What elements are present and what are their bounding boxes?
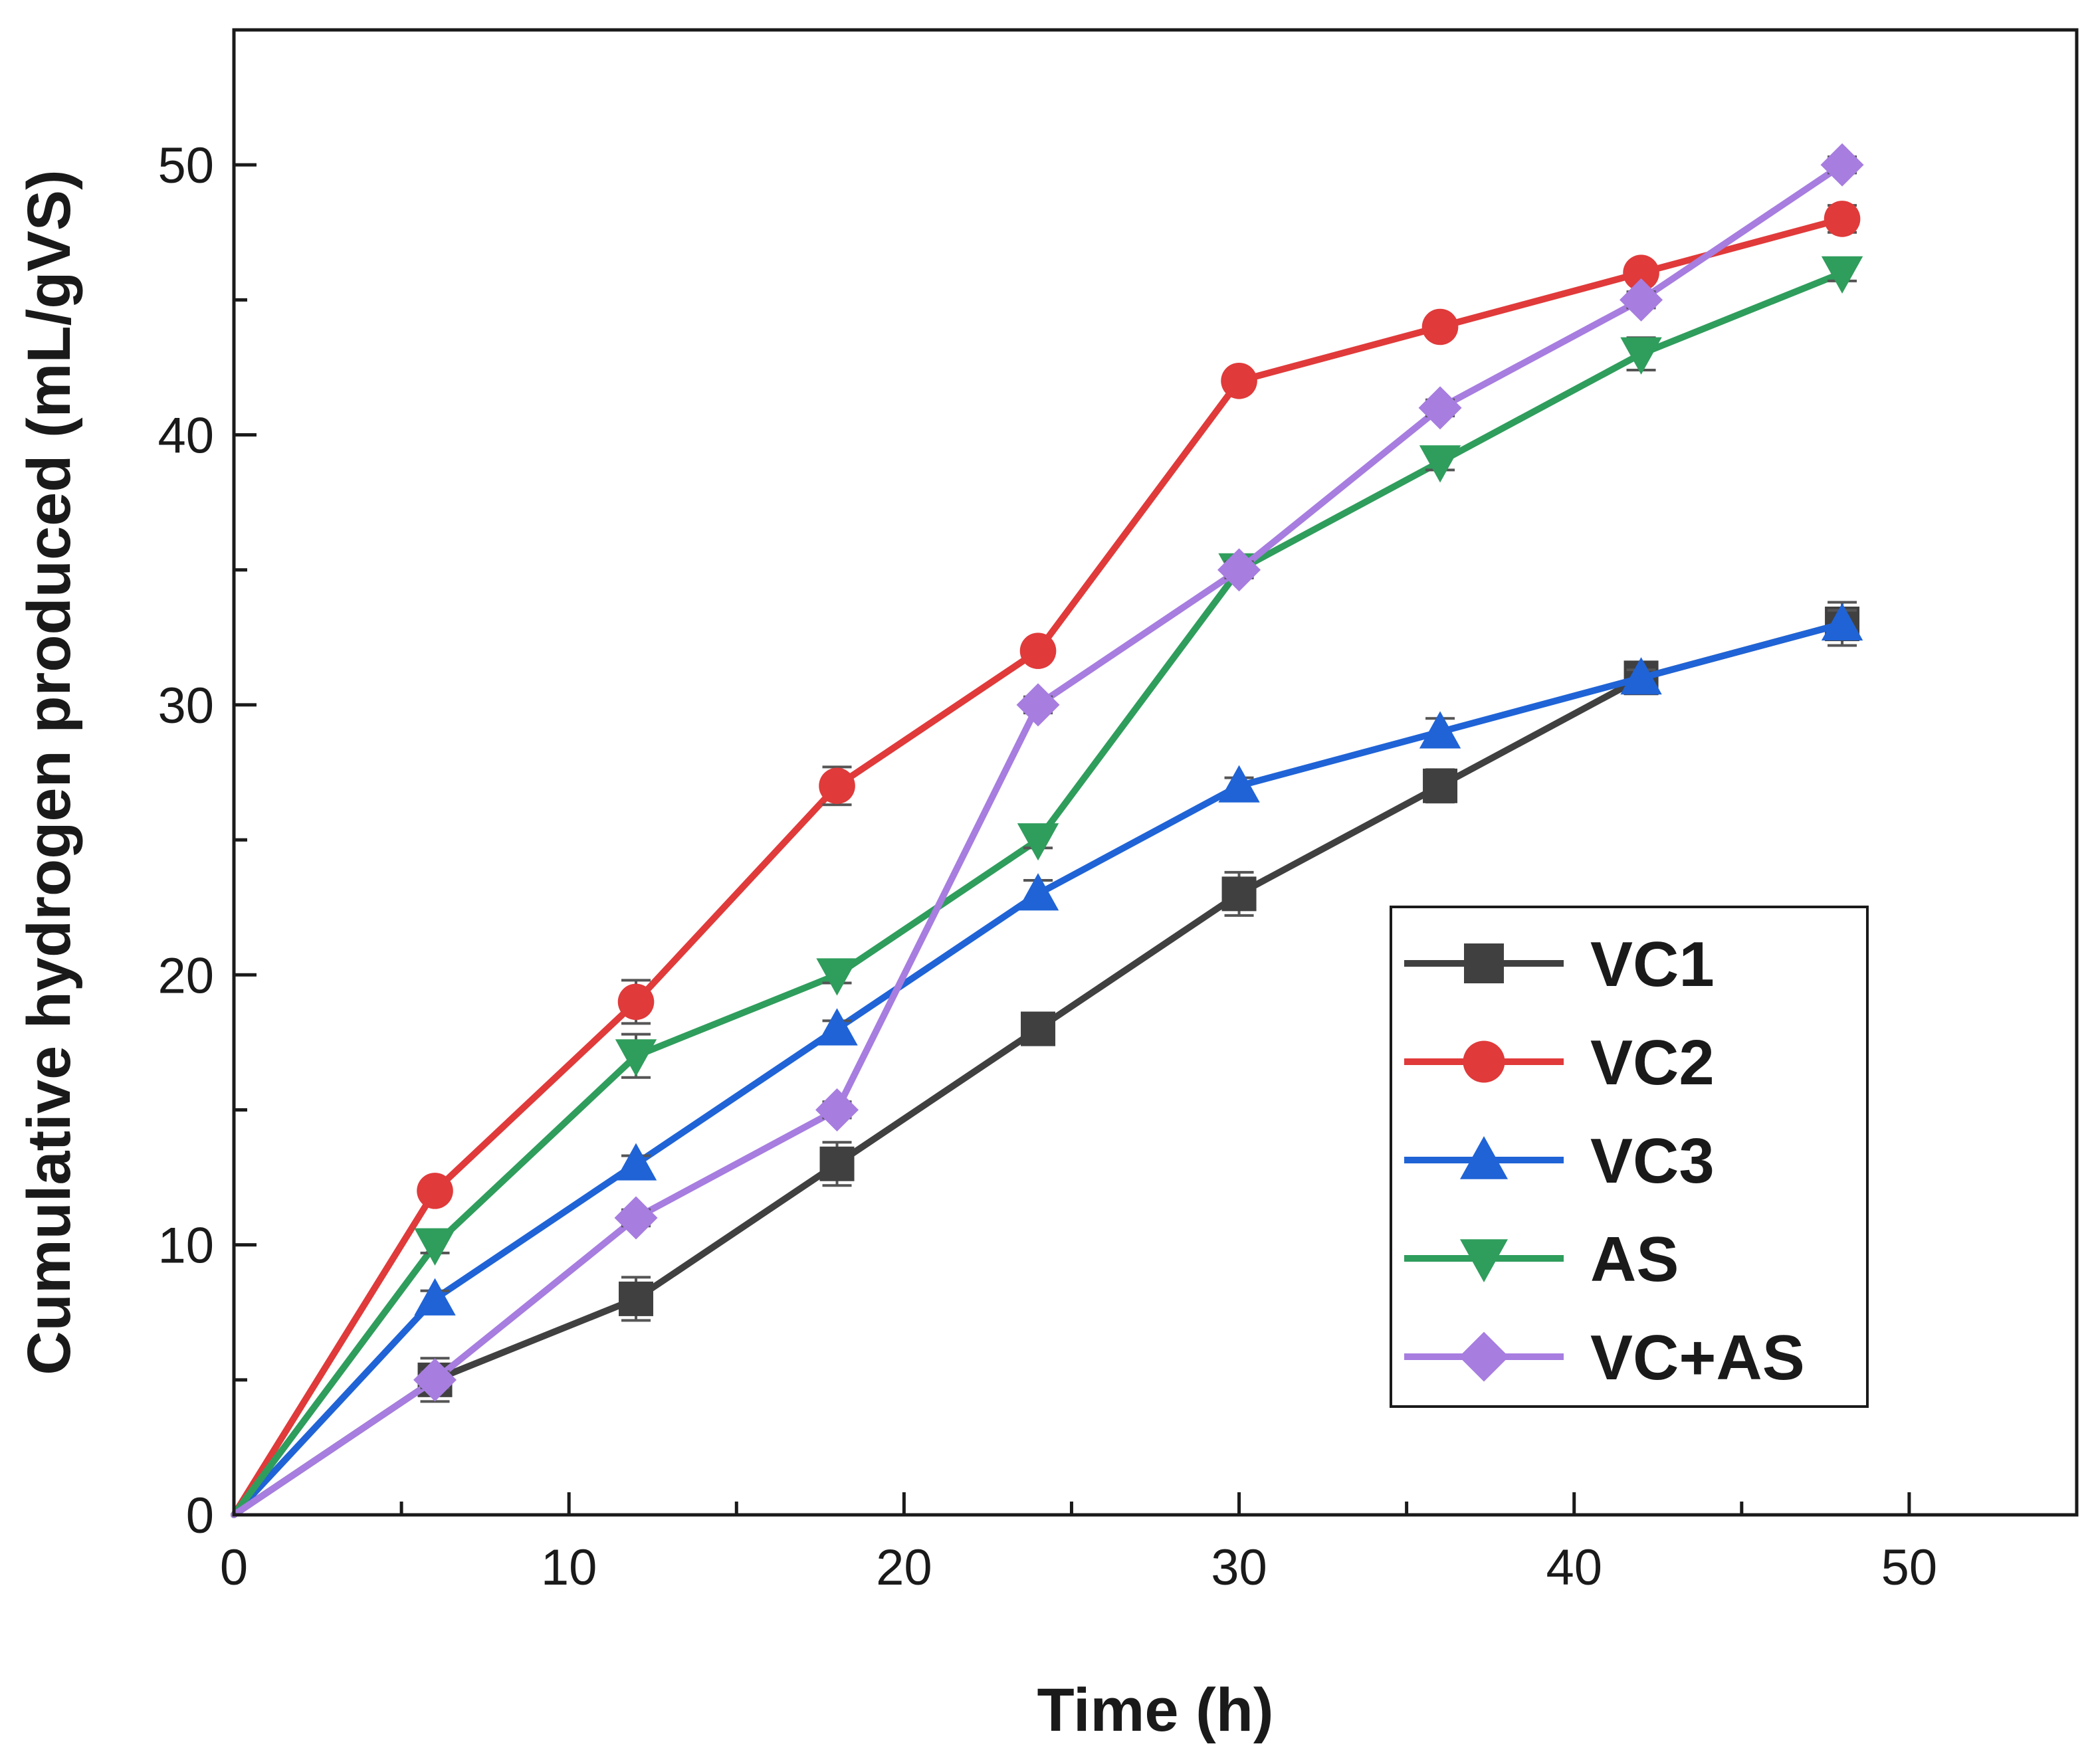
data-point: [1824, 201, 1861, 237]
data-point: [1821, 256, 1863, 294]
x-tick-label: 50: [1881, 1539, 1938, 1596]
data-point: [413, 1358, 457, 1402]
data-point: [414, 1278, 456, 1316]
y-axis: 0 10 20 30 40 50: [157, 28, 257, 1544]
x-tick-label: 10: [541, 1539, 597, 1596]
y-tick-label: 30: [157, 678, 214, 734]
data-point: [1423, 768, 1458, 803]
series-layer: [231, 143, 1864, 1518]
data-point: [1017, 873, 1059, 911]
legend-label: VC3: [1590, 1126, 1715, 1197]
data-point: [1620, 657, 1662, 695]
legend-item: VC1: [1404, 929, 1715, 1000]
y-tick-label: 10: [157, 1218, 214, 1274]
legend-label: AS: [1590, 1224, 1679, 1295]
data-point: [1017, 823, 1059, 861]
data-point: [1620, 278, 1663, 322]
legend-marker: [1464, 943, 1504, 983]
data-point: [819, 767, 855, 805]
data-point: [615, 1143, 657, 1181]
data-point: [1418, 386, 1462, 430]
series-as: [231, 256, 1863, 1518]
data-point: [816, 958, 858, 996]
data-point: [617, 983, 655, 1021]
x-axis: 0 10 20 30 40 50: [220, 1492, 2079, 1596]
data-point: [615, 1039, 657, 1077]
legend-item: AS: [1404, 1224, 1679, 1295]
x-tick-label: 40: [1546, 1539, 1602, 1596]
data-point: [1821, 603, 1863, 640]
data-point: [1419, 711, 1461, 749]
legend-marker: [1460, 1136, 1508, 1179]
legend-item: VC3: [1404, 1126, 1715, 1197]
x-axis-title: Time (h): [1037, 1676, 1273, 1744]
x-tick-label: 0: [220, 1539, 248, 1596]
plot-frame: [232, 28, 2079, 1517]
data-point: [417, 1173, 453, 1209]
legend: VC1 VC2 VC3 AS VC+AS: [1390, 906, 1869, 1408]
legend-label: VC1: [1590, 929, 1715, 1000]
legend-item: VC2: [1404, 1027, 1715, 1098]
x-tick-label: 30: [1211, 1539, 1267, 1596]
data-point: [819, 1146, 855, 1181]
series-vc-as: [231, 143, 1864, 1518]
data-point: [1016, 683, 1060, 727]
legend-marker: [1459, 1331, 1509, 1382]
data-point: [1221, 362, 1257, 399]
data-point: [1623, 254, 1659, 292]
data-point: [815, 1088, 859, 1131]
y-tick-label: 20: [157, 947, 214, 1004]
data-point: [1218, 765, 1260, 803]
data-point: [1217, 548, 1261, 592]
data-point: [619, 1281, 654, 1316]
data-point: [1419, 445, 1461, 483]
legend-marker: [1460, 1239, 1508, 1282]
legend-label: VC+AS: [1590, 1322, 1805, 1393]
y-axis-title: Cumulative hydrogen produced (mL/gVS): [15, 169, 83, 1375]
data-point: [1620, 337, 1662, 375]
legend-label: VC2: [1590, 1027, 1715, 1098]
y-tick-label: 50: [157, 138, 214, 194]
data-point: [1421, 308, 1459, 345]
series-vc2: [231, 201, 1861, 1518]
y-tick-label: 40: [157, 408, 214, 464]
legend-marker: [1463, 1040, 1505, 1083]
data-point: [1221, 876, 1257, 912]
data-point: [1021, 1011, 1056, 1046]
data-point: [614, 1196, 658, 1240]
data-point: [1820, 143, 1864, 187]
data-point: [1019, 633, 1057, 669]
x-tick-label: 20: [876, 1539, 932, 1596]
series-vc3: [231, 603, 1863, 1518]
legend-item: VC+AS: [1404, 1322, 1805, 1393]
y-tick-label: 0: [186, 1488, 214, 1544]
data-point: [816, 1008, 858, 1046]
data-point: [414, 1228, 456, 1266]
